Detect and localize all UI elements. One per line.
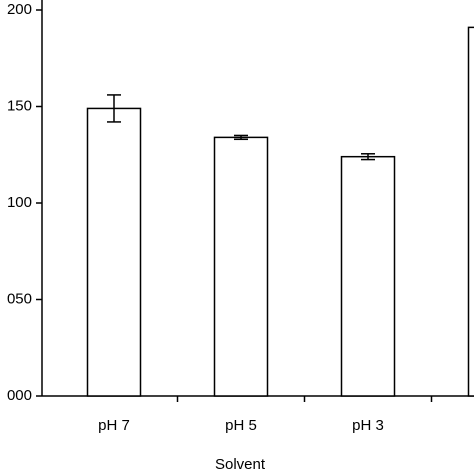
- y-tick-label: 200: [7, 1, 32, 18]
- y-tick-label: 050: [7, 290, 32, 307]
- bar: [467, 26, 474, 397]
- x-axis-title: Solvent: [215, 456, 266, 473]
- x-tick-label: pH 3: [352, 417, 384, 434]
- y-tick-label: 000: [7, 387, 32, 404]
- bar: [86, 107, 142, 397]
- bar: [213, 136, 269, 397]
- x-tick-label: pH 7: [98, 417, 130, 434]
- bar: [340, 155, 396, 397]
- y-tick-label: 100: [7, 194, 32, 211]
- x-tick-label: pH 5: [225, 417, 257, 434]
- y-tick-label: 150: [7, 97, 32, 114]
